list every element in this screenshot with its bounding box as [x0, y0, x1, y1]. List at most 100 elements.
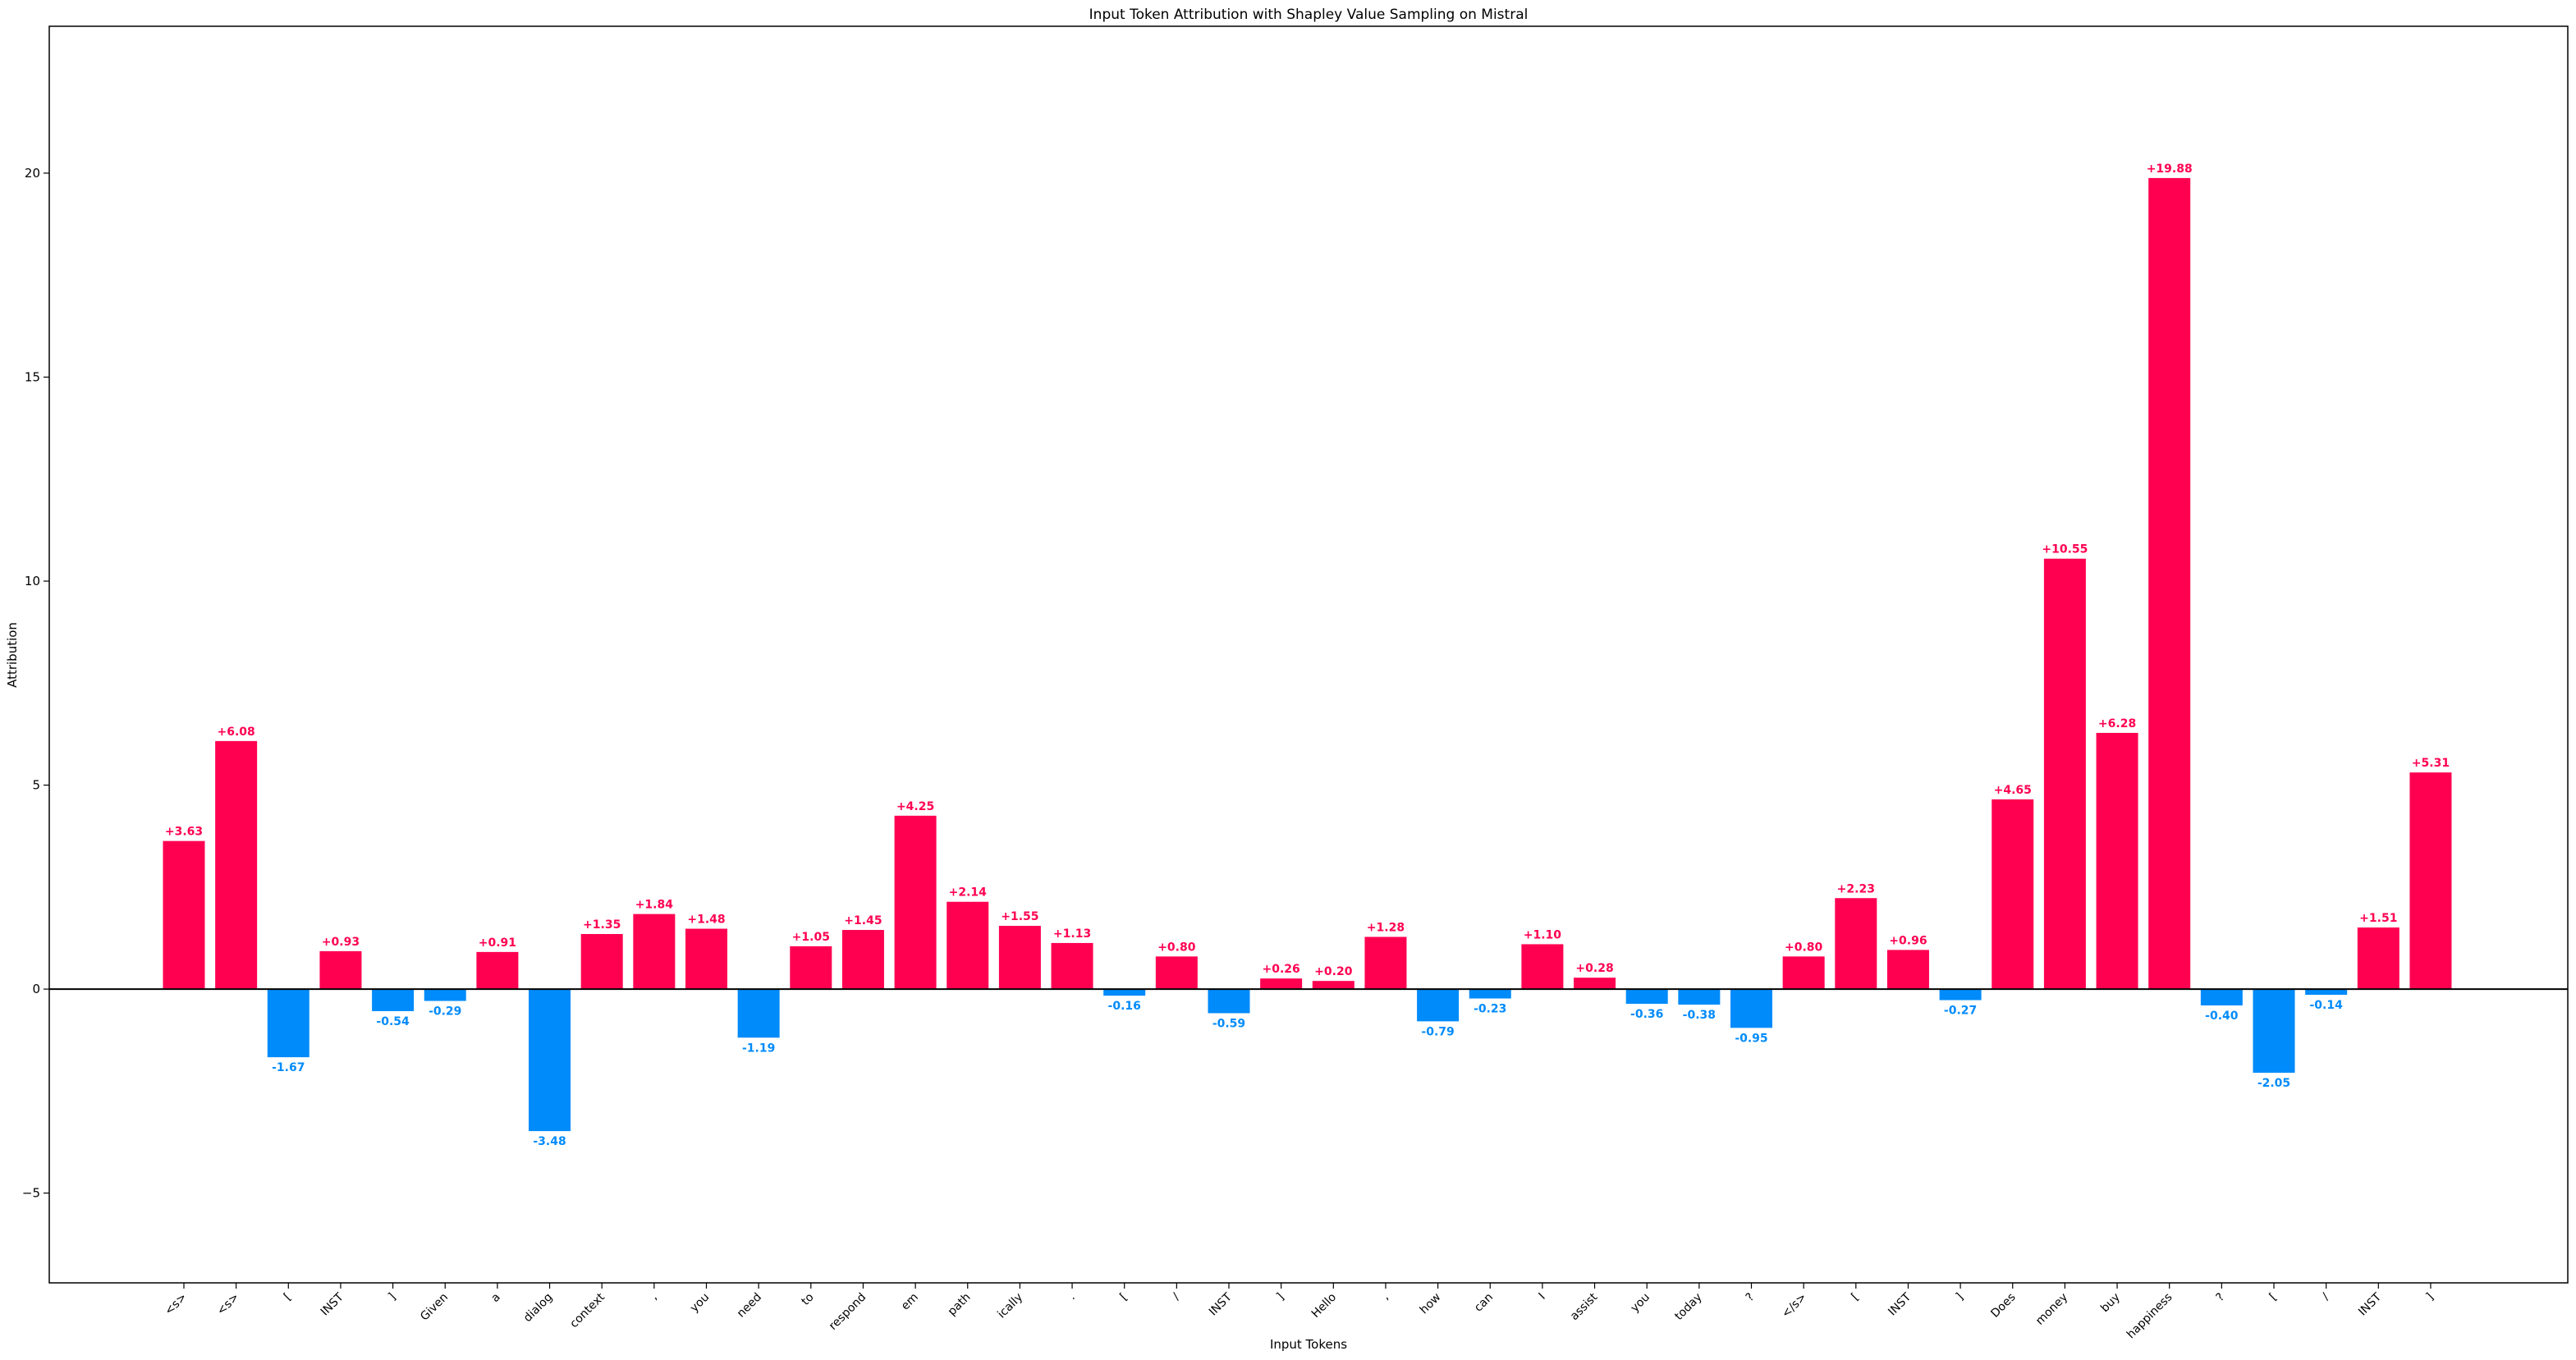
x-tick-label: ]	[1274, 1291, 1286, 1303]
data-label: +2.14	[949, 886, 988, 900]
x-tick-label: buy	[2098, 1291, 2123, 1316]
x-tick-label: INST	[319, 1290, 346, 1318]
y-tick-label: 20	[25, 166, 40, 181]
x-tick-label: ?	[2214, 1291, 2228, 1305]
bar	[1521, 944, 1564, 990]
x-tick-label: ?	[1744, 1291, 1758, 1305]
data-label: -3.48	[533, 1135, 566, 1148]
data-label: +0.91	[479, 936, 516, 950]
data-label: -0.95	[1735, 1032, 1767, 1045]
data-label: +1.51	[2359, 912, 2397, 925]
x-tick-label: [	[282, 1291, 294, 1303]
x-axis: <s> <s>[INST] Given a dialog context, you need t…	[163, 1283, 2436, 1341]
x-tick-label: /	[1171, 1290, 1183, 1303]
data-label: +10.55	[2042, 543, 2088, 556]
data-label: -0.38	[1683, 1009, 1716, 1022]
data-label: +1.55	[1001, 910, 1038, 923]
bar	[1939, 989, 1982, 1001]
bar-series	[163, 177, 2452, 1132]
data-label: +5.31	[2412, 757, 2450, 770]
x-tick-label: you	[688, 1291, 713, 1316]
x-tick-label: ,	[648, 1291, 659, 1303]
bar	[215, 740, 258, 990]
y-tick-label: 10	[25, 574, 40, 588]
data-label: -0.40	[2205, 1010, 2239, 1023]
x-tick-label: Hello	[1309, 1291, 1339, 1321]
bar	[1782, 956, 1825, 990]
x-tick-label: context	[567, 1290, 607, 1330]
x-tick-label: dialog	[521, 1291, 556, 1326]
bar	[1678, 989, 1721, 1005]
data-label: +1.48	[687, 914, 725, 927]
y-axis-label: Attribution	[5, 622, 20, 688]
data-label: +1.10	[1524, 928, 1562, 941]
chart-title: Input Token Attribution with Shapley Val…	[1089, 7, 1529, 23]
data-label: +0.26	[1263, 963, 1300, 976]
data-label: -2.05	[2257, 1077, 2290, 1090]
x-tick-label: assist	[1568, 1290, 1601, 1323]
bar	[580, 933, 623, 990]
data-label: +0.80	[1785, 941, 1823, 954]
x-tick-label: today	[1672, 1291, 1704, 1323]
bar	[1730, 989, 1772, 1028]
bar	[163, 840, 205, 990]
bar	[267, 989, 309, 1058]
data-label: -0.23	[1474, 1003, 1506, 1016]
bar	[2305, 989, 2348, 996]
bar	[2409, 772, 2452, 990]
x-tick-label: INST	[1207, 1290, 1235, 1318]
y-tick-label: −5	[22, 1186, 40, 1201]
data-label: -0.59	[1212, 1017, 1245, 1030]
data-label: +1.45	[844, 914, 882, 927]
data-labels: +3.63 +6.08 -1.67 +0.93 -0.54 -0.29 +0.91 -3.48…	[165, 163, 2450, 1148]
bar	[790, 946, 832, 990]
y-tick-label: 0	[32, 982, 40, 996]
data-label: -1.67	[272, 1061, 305, 1074]
x-tick-label: .	[1066, 1291, 1077, 1303]
data-label: +0.20	[1314, 965, 1353, 978]
bar	[1364, 936, 1407, 990]
x-tick-label: to	[799, 1291, 816, 1308]
bar	[1886, 950, 1929, 990]
x-tick-label: ically	[995, 1291, 1025, 1321]
data-label: +0.93	[322, 936, 360, 949]
data-label: +0.80	[1157, 941, 1196, 954]
x-tick-label: em	[899, 1291, 921, 1313]
x-tick-label: Does	[1988, 1291, 2018, 1321]
bar	[1208, 989, 1250, 1014]
data-label: +6.08	[218, 726, 255, 739]
data-label: -0.14	[2309, 999, 2343, 1012]
x-tick-label: path	[946, 1291, 974, 1319]
bar	[2200, 989, 2243, 1005]
x-tick-label: INST	[2356, 1290, 2384, 1318]
data-label: +1.35	[583, 918, 621, 932]
x-tick-label: </s>	[1780, 1291, 1809, 1321]
bar	[529, 989, 571, 1132]
bar	[2148, 177, 2191, 990]
bar	[998, 926, 1041, 990]
data-label: +1.13	[1053, 927, 1091, 941]
x-tick-label: <s>	[214, 1291, 241, 1318]
bar	[1469, 989, 1511, 999]
plot-area	[48, 25, 2569, 1284]
bar	[1312, 981, 1354, 990]
bar	[424, 989, 466, 1001]
data-label: +1.28	[1367, 921, 1405, 934]
data-label: +2.23	[1837, 882, 1875, 895]
bar	[2253, 989, 2295, 1074]
x-tick-label: ]	[2424, 1291, 2436, 1303]
data-label: -0.16	[1108, 1000, 1141, 1013]
x-tick-label: a	[488, 1291, 502, 1305]
x-tick-label: ]	[386, 1291, 398, 1303]
bar	[1574, 978, 1616, 990]
bar	[372, 989, 415, 1011]
x-tick-label: can	[1472, 1291, 1496, 1315]
data-label: +19.88	[2147, 163, 2193, 176]
data-label: -0.79	[1421, 1025, 1454, 1038]
bar	[1155, 956, 1198, 990]
x-tick-label: [	[1117, 1291, 1130, 1303]
x-tick-label: ,	[1379, 1291, 1391, 1303]
data-label: +0.28	[1575, 962, 1613, 975]
x-tick-label: Given	[418, 1291, 451, 1324]
